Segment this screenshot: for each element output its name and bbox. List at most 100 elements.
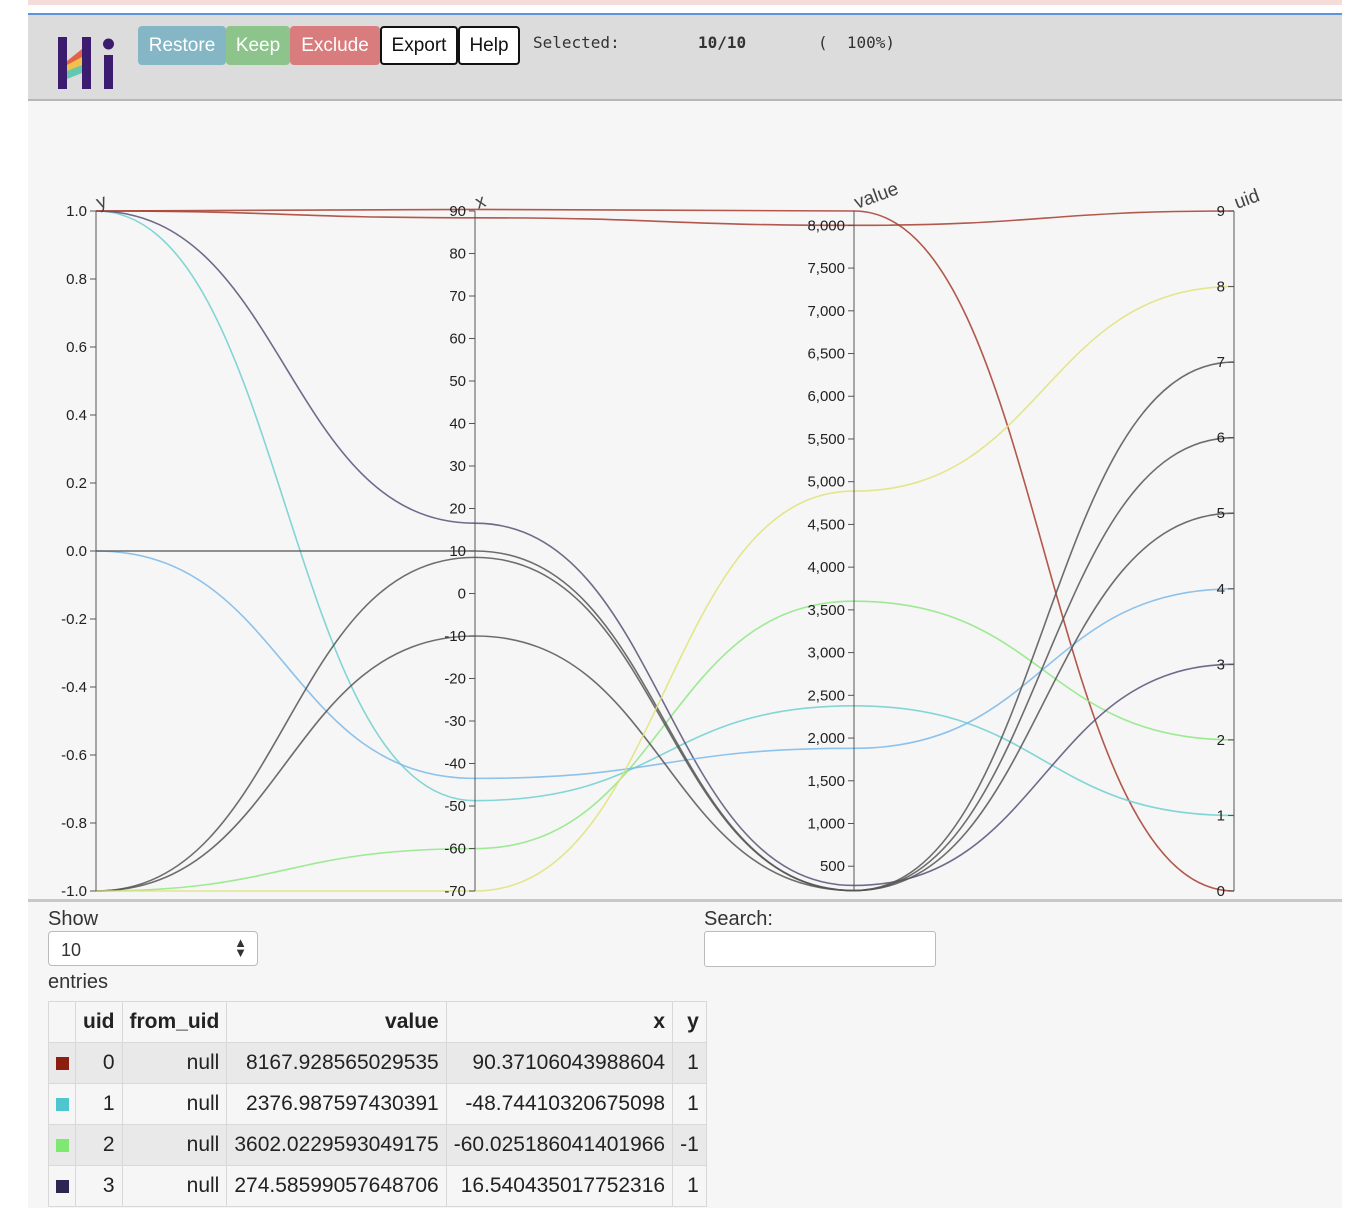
axis-y[interactable]: 1.00.80.60.40.20.0-0.2-0.4-0.6-0.8-1.0y (61, 191, 110, 900)
axis-label-uid[interactable]: uid (1232, 185, 1263, 213)
tick-label: 60 (449, 331, 466, 348)
tick-label: 0.8 (66, 271, 87, 288)
cell-x: -60.025186041401966 (445, 1124, 674, 1166)
tick-label: -0.4 (61, 679, 87, 696)
column-header-from-uid[interactable]: from_uid (121, 1001, 228, 1043)
table-row[interactable]: 2 null 3602.0229593049175 -60.0251860414… (48, 1124, 707, 1166)
cell-from-uid: null (121, 1165, 228, 1207)
tick-label: 2 (1217, 732, 1225, 749)
parallel-coordinates-plot[interactable]: 1.0 0.8 0.6 0.4 0.2 0.0 -0.2 -0.4 -0.6 -0.8 -1.0 y 9… (28, 103, 1342, 901)
help-button[interactable]: Help (458, 26, 520, 65)
tick-label: 5,000 (807, 474, 845, 491)
tick-label: 0.2 (66, 475, 87, 492)
tick-label: -50 (444, 798, 466, 815)
series-line-uid-8[interactable] (96, 285, 1235, 892)
tick-label: 70 (449, 288, 466, 305)
tick-label: -0.6 (61, 747, 87, 764)
keep-button[interactable]: Keep (226, 26, 290, 65)
color-swatch (56, 1097, 69, 1111)
show-label: Show (48, 908, 99, 930)
parallel-coordinates-svg[interactable]: 1.00.80.60.40.20.0-0.2-0.4-0.6-0.8-1.0y 9… (28, 103, 1342, 901)
tick-label: 40 (449, 416, 466, 433)
cell-x: 16.540435017752316 (445, 1165, 674, 1207)
exclude-button[interactable]: Exclude (290, 26, 380, 65)
tick-label: 3 (1217, 656, 1225, 673)
table-row[interactable]: 0 null 8167.928565029535 90.371060439886… (48, 1042, 707, 1084)
cell-y: -1 (672, 1124, 707, 1166)
series-line-uid-4[interactable] (95, 550, 1235, 780)
series-line-uid-3[interactable] (95, 210, 1235, 887)
tick-label: -20 (444, 671, 466, 688)
cell-from-uid: null (121, 1124, 228, 1166)
hiplot-app: Restore Keep Exclude Export Help Selecte… (28, 13, 1342, 1208)
table-header-row: uid from_uid value x y (48, 1001, 707, 1043)
selected-label: Selected: (533, 33, 620, 52)
cell-y: 1 (672, 1165, 707, 1207)
axis-uid[interactable]: 9 8 7 6 5 4 3 2 1 0 uid (1217, 185, 1263, 900)
tick-label: 5 (1217, 505, 1225, 522)
tick-label: 1.0 (66, 203, 87, 220)
tick-label: -0.2 (61, 611, 87, 628)
cell-from-uid: null (121, 1042, 228, 1084)
column-header-color[interactable] (48, 1001, 76, 1043)
cell-y: 1 (672, 1083, 707, 1125)
column-header-y[interactable]: y (672, 1001, 707, 1043)
tick-label: 4 (1217, 581, 1225, 598)
tick-label: 0 (458, 586, 466, 603)
selected-percent: ( 100%) (818, 33, 896, 52)
cell-value: 2376.987597430391 (226, 1083, 447, 1125)
series-line-uid-2[interactable] (95, 600, 1235, 892)
cell-y: 1 (672, 1042, 707, 1084)
toolbar: Restore Keep Exclude Export Help Selecte… (28, 13, 1342, 101)
color-swatch (56, 1179, 69, 1193)
selected-count: 10/10 (698, 33, 747, 52)
entries-label: entries (48, 971, 109, 993)
table-row[interactable]: 1 null 2376.987597430391 -48.74410320675… (48, 1083, 707, 1125)
divider (28, 899, 1342, 902)
tick-label: 0.6 (66, 339, 87, 356)
axis-x[interactable]: 90 80 70 60 50 40 30 20 10 0 -10 -20 -30 -40 -50 -60 -70… (444, 191, 489, 900)
tick-label: 80 (449, 246, 466, 263)
series-line-uid-1[interactable] (95, 210, 1235, 817)
entries-per-page-value: 10 (61, 940, 82, 960)
tick-label: 0 (1217, 883, 1225, 900)
search-input[interactable] (704, 931, 936, 967)
axis-value[interactable]: 8,000 7,500 7,000 6,500 6,000 5,500 5,000 4,500… (807, 178, 901, 891)
entries-per-page-select[interactable]: 10 ▲ ▼ (48, 931, 258, 966)
export-button[interactable]: Export (380, 26, 458, 65)
tick-label: 6 (1217, 430, 1225, 447)
tick-label: 1,500 (807, 773, 845, 790)
tick-label: 8,000 (807, 217, 845, 234)
tick-label: -1.0 (61, 883, 87, 900)
tick-label: 10 (449, 543, 466, 560)
tick-label: -70 (444, 883, 466, 900)
tick-label: 1,000 (807, 815, 845, 832)
column-header-value[interactable]: value (226, 1001, 447, 1043)
tick-label: -40 (444, 756, 466, 773)
tick-label: 90 (449, 203, 466, 220)
cell-uid: 2 (75, 1124, 123, 1166)
series-line-uid-7[interactable] (95, 361, 1235, 892)
cell-uid: 3 (75, 1165, 123, 1207)
color-swatch (56, 1056, 69, 1070)
series-line-uid-6[interactable] (96, 436, 1235, 892)
series-line-uid-5[interactable] (95, 512, 1235, 892)
tick-label: -0.8 (61, 815, 87, 832)
tick-label: 4,000 (807, 559, 845, 576)
tick-label: -10 (444, 628, 466, 645)
column-header-uid[interactable]: uid (75, 1001, 123, 1043)
column-header-x[interactable]: x (445, 1001, 674, 1043)
cell-x: 90.37106043988604 (445, 1042, 674, 1084)
tick-label: 7 (1217, 354, 1225, 371)
axis-label-value[interactable]: value (852, 178, 902, 213)
cell-uid: 1 (75, 1083, 123, 1125)
restore-button[interactable]: Restore (138, 26, 226, 65)
series-line-uid-0[interactable] (95, 208, 1235, 892)
tick-label: 7,000 (807, 303, 845, 320)
tick-label: 4,500 (807, 516, 845, 533)
series-line-uid-9[interactable] (95, 210, 1235, 227)
table-row[interactable]: 3 null 274.58599057648706 16.54043501775… (48, 1165, 707, 1207)
tick-label: 6,500 (807, 346, 845, 363)
tick-label: 3,500 (807, 602, 845, 619)
hiplot-logo (58, 37, 114, 89)
